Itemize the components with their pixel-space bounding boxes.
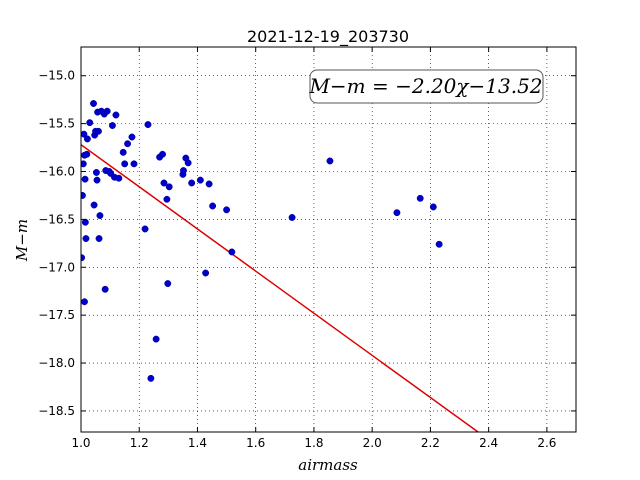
data-point: [228, 248, 236, 256]
data-point: [188, 179, 196, 187]
y-tick-label: −16.0: [38, 165, 75, 179]
x-tick-label: 1.2: [130, 436, 149, 450]
data-point: [209, 202, 217, 210]
annotation-text: M−m = −2.20χ−13.52: [308, 74, 542, 98]
grid: [80, 47, 576, 432]
data-point: [96, 212, 104, 220]
fit-annotation: M−m = −2.20χ−13.52: [308, 69, 544, 104]
data-point: [152, 335, 160, 343]
data-point: [163, 195, 171, 203]
data-point: [81, 218, 89, 226]
annotation-box: [309, 69, 544, 104]
y-tick-label: −15.0: [38, 69, 75, 83]
y-tick-label: −15.5: [38, 117, 75, 131]
data-point: [160, 179, 168, 187]
data-point: [108, 122, 116, 129]
data-point: [112, 111, 120, 119]
chart-title: 2021-12-19_203730: [247, 27, 409, 47]
y-axis-label: M−m: [13, 219, 31, 262]
y-tick-label: −17.0: [38, 260, 75, 274]
data-point: [81, 298, 88, 306]
data-point: [83, 135, 91, 143]
data-point: [202, 269, 210, 277]
x-tick-label: 2.4: [479, 436, 498, 450]
x-axis-ticks: 1.0 1.2 1.4 1.6 1.8 2.0 2.2 2.4 2.6: [71, 47, 556, 450]
data-point: [180, 167, 187, 174]
data-point: [81, 191, 86, 199]
data-point: [103, 107, 111, 115]
y-tick-label: −18.0: [38, 356, 75, 370]
data-point: [81, 160, 87, 168]
y-tick-label: −16.5: [38, 212, 75, 226]
data-point: [184, 159, 192, 167]
data-point: [82, 235, 90, 242]
data-point: [124, 140, 132, 148]
data-point: [128, 133, 136, 141]
data-point: [159, 150, 166, 158]
data-point: [121, 160, 129, 168]
x-tick-label: 2.0: [363, 436, 382, 450]
data-point: [130, 160, 138, 168]
data-point: [164, 280, 172, 288]
data-point: [115, 174, 123, 182]
data-point: [196, 176, 204, 184]
x-tick-label: 1.8: [304, 436, 323, 450]
data-point: [416, 194, 424, 202]
data-point: [326, 157, 334, 165]
data-point: [81, 254, 86, 262]
data-point: [86, 119, 94, 127]
data-point: [81, 130, 88, 138]
data-point: [165, 183, 173, 191]
data-point: [119, 148, 127, 156]
data-point: [205, 180, 213, 188]
data-point: [81, 175, 89, 183]
x-tick-label: 2.2: [421, 436, 440, 450]
y-tick-label: −18.5: [38, 404, 75, 418]
plot-area: [81, 47, 576, 432]
data-point: [101, 285, 109, 293]
data-point: [288, 214, 296, 221]
data-point: [83, 150, 91, 158]
data-point: [90, 100, 97, 107]
x-axis-label: airmass: [298, 456, 358, 474]
data-point: [141, 225, 149, 233]
data-point: [393, 209, 401, 217]
x-tick-label: 2.6: [537, 436, 556, 450]
fit-line: [81, 144, 480, 432]
x-tick-label: 1.4: [188, 436, 207, 450]
data-points: [81, 100, 443, 382]
data-point: [435, 240, 443, 248]
data-point: [93, 176, 101, 184]
data-point: [92, 169, 100, 176]
data-point: [95, 127, 102, 135]
x-tick-label: 1.0: [71, 436, 90, 450]
y-axis-ticks: −15.0 −15.5 −16.0 −16.5 −17.0 −17.5 −18.0 −18.5: [38, 69, 576, 418]
y-tick-label: −17.5: [38, 308, 75, 322]
data-point: [429, 203, 437, 211]
axes-frame: [80, 46, 577, 433]
data-point: [147, 374, 155, 382]
fit-line-group: [81, 144, 480, 432]
data-point: [144, 121, 152, 129]
data-point: [90, 201, 98, 209]
x-tick-label: 1.6: [246, 436, 265, 450]
data-point: [95, 235, 103, 242]
data-point: [223, 206, 231, 214]
